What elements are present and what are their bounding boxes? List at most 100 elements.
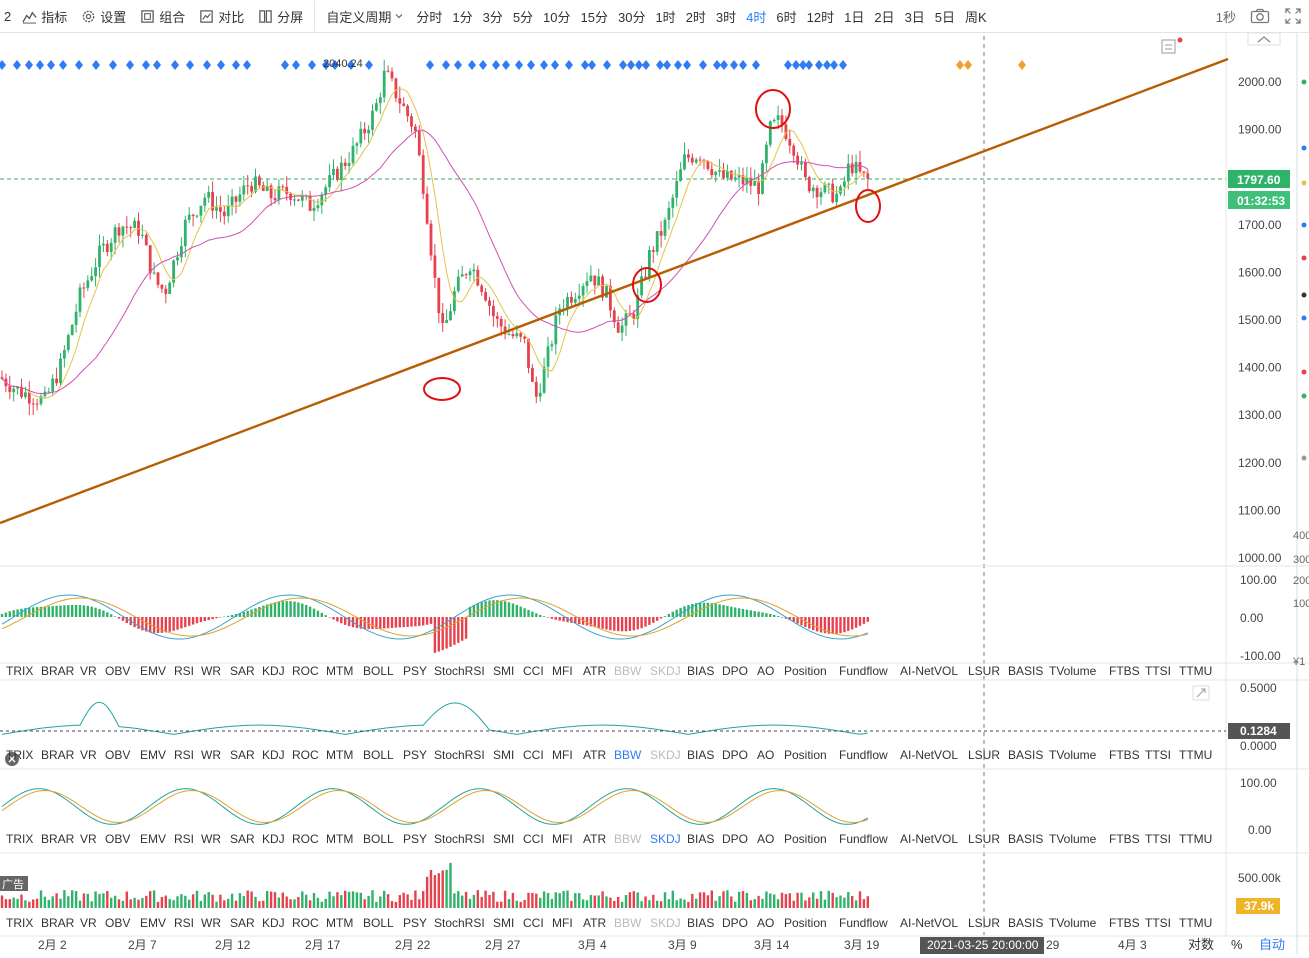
indicator-tab-stochrsi[interactable]: StochRSI: [434, 832, 485, 846]
indicator-tab-dpo[interactable]: DPO: [722, 916, 748, 930]
indicator-tab-position[interactable]: Position: [784, 916, 827, 930]
log-scale-toggle[interactable]: 对数: [1188, 937, 1214, 952]
indicator-tab-psy[interactable]: PSY: [403, 916, 427, 930]
indicator-tab-tvolume[interactable]: TVolume: [1049, 664, 1097, 678]
indicator-tab-emv[interactable]: EMV: [140, 748, 166, 762]
percent-scale-toggle[interactable]: %: [1231, 937, 1243, 952]
indicator-tab-boll[interactable]: BOLL: [363, 664, 394, 678]
indicator-tab-wr[interactable]: WR: [201, 664, 221, 678]
period-17[interactable]: 周K: [965, 9, 987, 25]
indicator-tab-position[interactable]: Position: [784, 832, 827, 846]
close-icon[interactable]: [5, 752, 19, 766]
indicator-tab-mfi[interactable]: MFI: [552, 916, 573, 930]
annotation-circle[interactable]: [632, 267, 662, 303]
indicator-tab-ttmu[interactable]: TTMU: [1179, 916, 1212, 930]
indicator-tab-dpo[interactable]: DPO: [722, 832, 748, 846]
custom-period-dropdown[interactable]: 自定义周期: [319, 0, 411, 32]
indicator-tab-smi[interactable]: SMI: [493, 664, 514, 678]
period-13[interactable]: 1日: [844, 9, 865, 25]
indicator-tab-stochrsi[interactable]: StochRSI: [434, 664, 485, 678]
indicator-tab-mtm[interactable]: MTM: [326, 832, 353, 846]
indicator-tab-psy[interactable]: PSY: [403, 832, 427, 846]
indicator-tab-obv[interactable]: OBV: [105, 916, 130, 930]
indicators-button[interactable]: 指标: [15, 0, 74, 32]
indicator-tab-cci[interactable]: CCI: [523, 664, 544, 678]
indicator-tab-obv[interactable]: OBV: [105, 748, 130, 762]
indicator-tab-smi[interactable]: SMI: [493, 916, 514, 930]
indicator-tab-ftbs[interactable]: FTBS: [1109, 664, 1140, 678]
indicator-tab-ttmu[interactable]: TTMU: [1179, 748, 1212, 762]
indicator-tab-psy[interactable]: PSY: [403, 748, 427, 762]
annotation-circle[interactable]: [755, 89, 791, 129]
indicator-tab-fundflow[interactable]: Fundflow: [839, 916, 888, 930]
indicator-tab-sar[interactable]: SAR: [230, 748, 255, 762]
indicator-tab-kdj[interactable]: KDJ: [262, 748, 285, 762]
indicator-tab-tvolume[interactable]: TVolume: [1049, 748, 1097, 762]
indicator-tab-basis[interactable]: BASIS: [1008, 832, 1043, 846]
indicator-tab-lsur[interactable]: LSUR: [968, 916, 1000, 930]
indicator-tab-atr[interactable]: ATR: [583, 832, 606, 846]
indicator-tab-cci[interactable]: CCI: [523, 832, 544, 846]
indicator-tab-ai-netvol[interactable]: AI-NetVOL: [900, 664, 958, 678]
indicator-tab-ftbs[interactable]: FTBS: [1109, 916, 1140, 930]
indicator-tab-mtm[interactable]: MTM: [326, 748, 353, 762]
split-screen-button[interactable]: 分屏: [251, 0, 310, 32]
period-10[interactable]: 4时: [746, 9, 767, 25]
period-15[interactable]: 3日: [904, 9, 925, 25]
refresh-interval[interactable]: 1秒: [1215, 9, 1236, 25]
indicator-tab-smi[interactable]: SMI: [493, 748, 514, 762]
indicator-tab-bbw[interactable]: BBW: [614, 916, 642, 930]
period-7[interactable]: 1时: [655, 9, 676, 25]
indicator-tab-ttmu[interactable]: TTMU: [1179, 664, 1212, 678]
period-3[interactable]: 5分: [512, 9, 534, 25]
indicator-tab-ai-netvol[interactable]: AI-NetVOL: [900, 916, 958, 930]
indicator-tab-lsur[interactable]: LSUR: [968, 664, 1000, 678]
indicator-tab-ao[interactable]: AO: [757, 664, 774, 678]
period-4[interactable]: 10分: [543, 9, 571, 25]
indicator-tab-vr[interactable]: VR: [80, 748, 97, 762]
period-5[interactable]: 15分: [580, 9, 608, 25]
chart-area[interactable]: 2040.24 100.00 0.00 -100.00 0.5000 0.0000 0.…: [0, 32, 1309, 955]
indicator-tab-boll[interactable]: BOLL: [363, 748, 394, 762]
indicator-tab-kdj[interactable]: KDJ: [262, 664, 285, 678]
indicator-tab-mtm[interactable]: MTM: [326, 916, 353, 930]
indicator-tab-obv[interactable]: OBV: [105, 832, 130, 846]
indicator-tab-ftbs[interactable]: FTBS: [1109, 748, 1140, 762]
indicator-tab-position[interactable]: Position: [784, 748, 827, 762]
indicator-tab-ai-netvol[interactable]: AI-NetVOL: [900, 832, 958, 846]
indicator-tab-emv[interactable]: EMV: [140, 832, 166, 846]
indicator-tab-ao[interactable]: AO: [757, 916, 774, 930]
indicator-tab-position[interactable]: Position: [784, 664, 827, 678]
indicator-tab-brar[interactable]: BRAR: [41, 916, 75, 930]
indicator-tab-trix[interactable]: TRIX: [6, 832, 33, 846]
indicator-tab-stochrsi[interactable]: StochRSI: [434, 748, 485, 762]
ad-badge[interactable]: [0, 876, 28, 891]
indicator-tab-bias[interactable]: BIAS: [687, 916, 714, 930]
indicator-tab-roc[interactable]: ROC: [292, 916, 319, 930]
indicator-tab-trix[interactable]: TRIX: [6, 916, 33, 930]
period-8[interactable]: 2时: [685, 9, 706, 25]
indicator-tab-kdj[interactable]: KDJ: [262, 916, 285, 930]
auto-scale-toggle[interactable]: 自动: [1259, 937, 1285, 952]
indicator-tab-bbw[interactable]: BBW: [614, 664, 642, 678]
indicator-tab-fundflow[interactable]: Fundflow: [839, 832, 888, 846]
indicator-tab-ttsi[interactable]: TTSI: [1145, 916, 1171, 930]
indicator-tab-roc[interactable]: ROC: [292, 664, 319, 678]
indicator-tab-skdj[interactable]: SKDJ: [650, 748, 681, 762]
indicator-tab-tvolume[interactable]: TVolume: [1049, 916, 1097, 930]
indicator-tab-fundflow[interactable]: Fundflow: [839, 748, 888, 762]
indicator-tab-sar[interactable]: SAR: [230, 832, 255, 846]
indicator-tab-mfi[interactable]: MFI: [552, 748, 573, 762]
indicator-tab-ao[interactable]: AO: [757, 748, 774, 762]
indicator-tab-dpo[interactable]: DPO: [722, 664, 748, 678]
expand-icon[interactable]: [1192, 685, 1210, 701]
indicator-tab-emv[interactable]: EMV: [140, 916, 166, 930]
indicator-tab-rsi[interactable]: RSI: [174, 832, 194, 846]
indicator-tab-rsi[interactable]: RSI: [174, 664, 194, 678]
indicator-tab-atr[interactable]: ATR: [583, 916, 606, 930]
indicator-tab-skdj[interactable]: SKDJ: [650, 916, 681, 930]
period-6[interactable]: 30分: [617, 9, 646, 25]
period-2[interactable]: 3分: [482, 9, 503, 25]
indicator-tab-basis[interactable]: BASIS: [1008, 916, 1043, 930]
indicator-tab-skdj[interactable]: SKDJ: [650, 832, 681, 846]
